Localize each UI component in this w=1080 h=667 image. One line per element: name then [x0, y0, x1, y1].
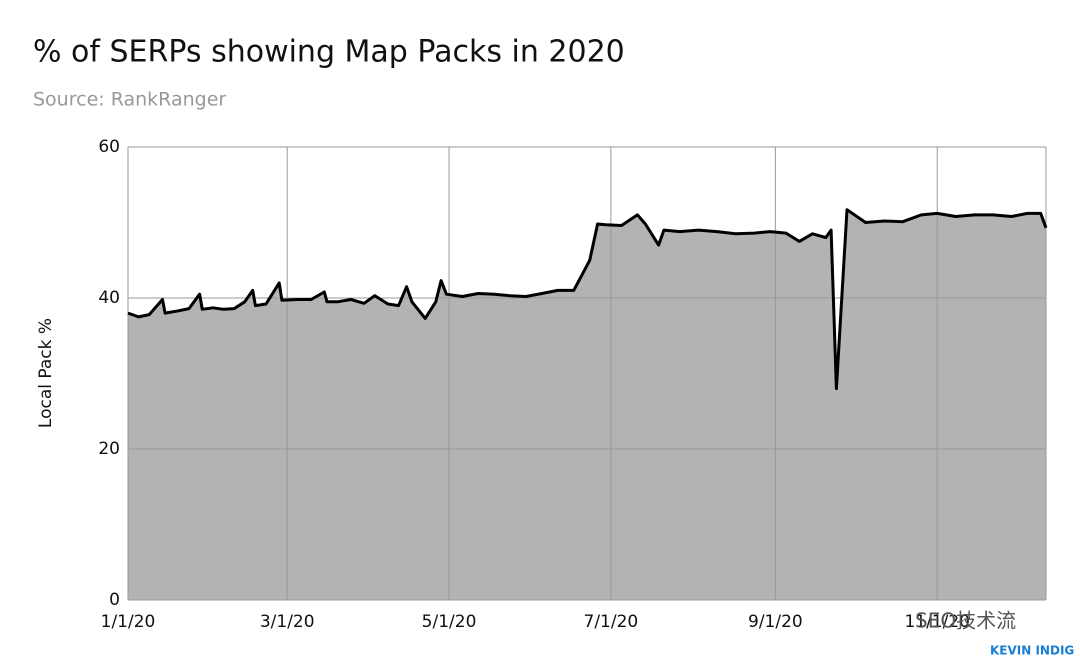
- y-tick-label: 0: [109, 590, 120, 610]
- line: [127, 208, 1048, 391]
- y-tick-label: 40: [98, 288, 120, 308]
- y-tick-label: 60: [98, 137, 120, 157]
- y-tick-label: 20: [98, 439, 120, 459]
- area-fill: [128, 209, 1046, 600]
- y-axis-label: Local Pack %: [36, 318, 56, 428]
- x-tick-label: 5/1/20: [422, 612, 477, 632]
- x-tick-label: 3/1/20: [260, 612, 315, 632]
- watermark: SEO技术流: [915, 609, 1016, 633]
- x-tick-label: 1/1/20: [101, 612, 156, 632]
- chart-subtitle: Source: RankRanger: [33, 89, 226, 111]
- x-tick-label: 11/1/20: [904, 612, 970, 632]
- x-tick-label: 7/1/20: [584, 612, 639, 632]
- watermark: KEVIN INDIG: [990, 644, 1074, 658]
- chart-title: % of SERPs showing Map Packs in 2020: [33, 35, 625, 70]
- x-tick-label: 9/1/20: [748, 612, 803, 632]
